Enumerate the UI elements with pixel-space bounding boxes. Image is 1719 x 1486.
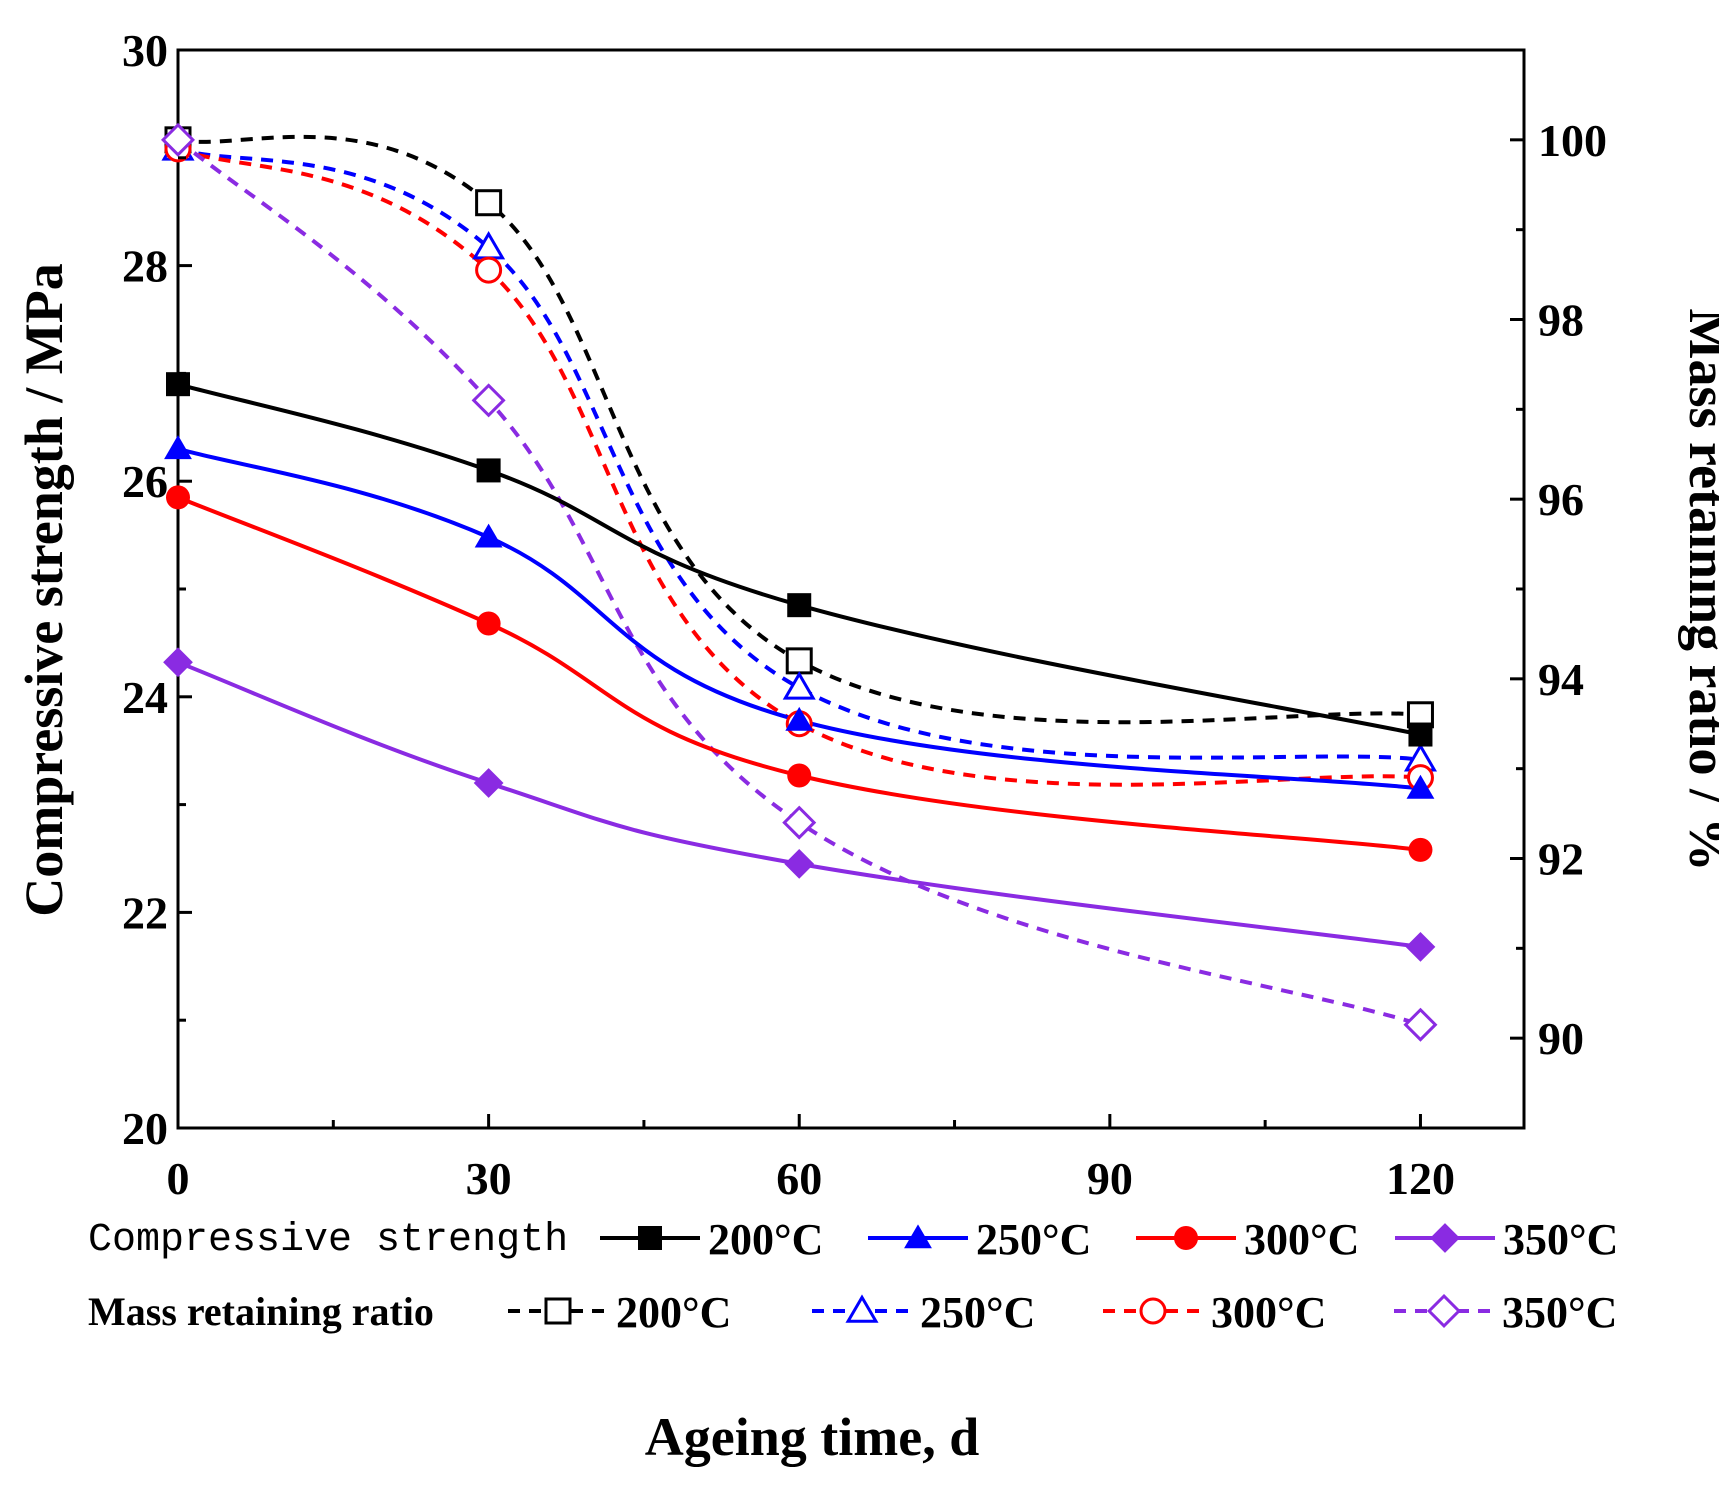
data-point-mass-350 — [471, 383, 506, 418]
y-left-tick-label: 24 — [122, 672, 168, 723]
series-line-mass-200 — [177, 134, 1421, 725]
data-point-mass-350 — [160, 122, 196, 157]
data-point-compressive-350 — [1405, 932, 1436, 962]
data-point-compressive-250 — [474, 523, 503, 548]
series-line-compressive-350 — [177, 660, 1421, 949]
y-right-tick-label: 96 — [1538, 474, 1584, 525]
series-line-compressive-200 — [177, 382, 1421, 737]
data-point-compressive-250 — [164, 435, 192, 460]
series-line-compressive-250 — [177, 446, 1421, 791]
legend-marker-compressive-250 — [904, 1224, 932, 1249]
y-left-tick-label: 22 — [122, 887, 168, 938]
legend-label-compressive-300: 300°C — [1244, 1215, 1359, 1264]
data-point-mass-250 — [782, 671, 816, 700]
series-line-mass-300 — [177, 146, 1421, 787]
x-tick-label: 120 — [1386, 1153, 1455, 1204]
y-left-tick-label: 30 — [122, 25, 168, 76]
y-right-tick-label: 92 — [1538, 834, 1584, 885]
x-axis-title: Ageing time, d — [645, 1407, 979, 1467]
y-left-tick-label: 28 — [122, 241, 168, 292]
legend-group-mass: Mass retaining ratio — [88, 1289, 434, 1334]
data-point-mass-350 — [782, 805, 817, 840]
data-point-compressive-200 — [787, 593, 812, 618]
legend-label-mass-200: 200°C — [616, 1288, 731, 1337]
legend-label-compressive-350: 350°C — [1503, 1215, 1618, 1264]
y-right-tick-label: 90 — [1538, 1013, 1584, 1064]
legend-marker-mass-350 — [1426, 1293, 1462, 1329]
x-tick-label: 60 — [776, 1153, 822, 1204]
series-curves — [176, 134, 1422, 1027]
data-point-mass-200 — [475, 189, 503, 217]
x-tick-label: 0 — [167, 1153, 190, 1204]
legend-marker-compressive-200 — [638, 1226, 662, 1250]
data-point-mass-350 — [1403, 1007, 1438, 1042]
legend-label-mass-250: 250°C — [920, 1288, 1035, 1337]
data-point-mass-200 — [785, 647, 813, 675]
plot-border — [176, 48, 1526, 1130]
plot-frame — [176, 48, 1526, 1130]
legend-marker-compressive-300 — [1174, 1226, 1198, 1250]
y-axis-left-title: Compressive strength / MPa — [14, 263, 74, 916]
legend-label-compressive-250: 250°C — [976, 1215, 1091, 1264]
legend-marker-compressive-350 — [1430, 1223, 1460, 1253]
y-right-tick-label: 94 — [1538, 654, 1584, 705]
x-tick-label: 90 — [1087, 1153, 1133, 1204]
data-point-compressive-350 — [473, 768, 504, 798]
series-line-mass-250 — [177, 146, 1421, 762]
data-point-compressive-300 — [1408, 837, 1433, 862]
legend-group-compressive: Compressive strength — [88, 1218, 568, 1263]
data-point-compressive-350 — [784, 849, 815, 879]
axis-ticks: 0 30 60 90 120 20 22 24 26 28 30 90 92 94 96 98 100 — [122, 25, 1607, 1204]
legend-label-compressive-200: 200°C — [708, 1215, 823, 1264]
series-line-mass-350 — [176, 138, 1422, 1027]
data-point-compressive-300 — [787, 763, 812, 788]
legend-label-mass-350: 350°C — [1502, 1288, 1617, 1337]
y-axis-right-title: Mass retaining ratio / % — [1678, 309, 1719, 872]
y-right-tick-label: 98 — [1538, 295, 1584, 346]
series-markers — [160, 122, 1438, 1042]
data-point-mass-300 — [475, 256, 503, 284]
legend-marker-mass-300 — [1139, 1297, 1167, 1325]
legend-label-mass-300: 300°C — [1211, 1288, 1326, 1337]
data-point-compressive-200 — [1408, 722, 1433, 747]
data-point-compressive-250 — [785, 706, 814, 731]
y-left-tick-label: 20 — [122, 1103, 168, 1154]
data-point-compressive-200 — [166, 372, 190, 397]
data-point-compressive-200 — [476, 458, 501, 483]
data-point-compressive-250 — [1406, 774, 1435, 799]
legend-marker-mass-250 — [845, 1294, 879, 1323]
data-point-compressive-300 — [166, 485, 190, 510]
x-tick-label: 30 — [466, 1153, 512, 1204]
legend: Compressive strength Mass retaining rati… — [88, 1215, 1618, 1337]
y-left-tick-label: 26 — [122, 456, 168, 507]
y-right-tick-label: 100 — [1538, 115, 1607, 166]
series-line-compressive-300 — [177, 495, 1421, 852]
data-point-compressive-300 — [476, 611, 501, 636]
legend-marker-mass-200 — [544, 1297, 572, 1325]
data-point-compressive-350 — [163, 647, 193, 678]
